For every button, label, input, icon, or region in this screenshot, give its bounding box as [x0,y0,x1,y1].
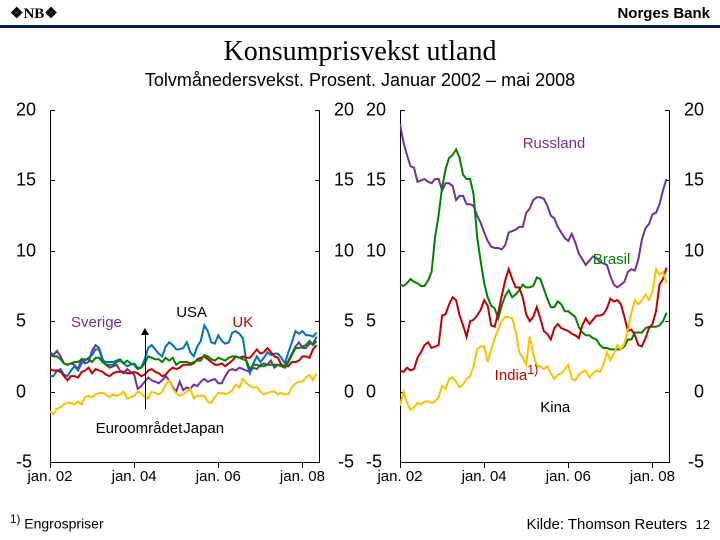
page-subtitle: Tolvmånedersvekst. Prosent. Januar 2002 … [0,70,720,91]
label-usa: USA [176,304,207,321]
footnote: 1) Engrospriser [10,513,104,532]
label-kina: Kina [540,399,570,416]
x-tick: jan. 06 [546,468,591,485]
label-india: India1) [495,363,539,384]
y-tick: 5 [16,311,26,332]
y-tick: 15 [366,170,386,191]
x-tick: jan. 02 [27,468,72,485]
y-tick: 5 [694,311,704,332]
series-japan [50,373,317,414]
y-tick: 15 [16,170,36,191]
y-tick: 10 [366,240,386,261]
y-tick: 15 [334,170,354,191]
y-tick: -5 [688,452,704,473]
y-tick: 10 [334,240,354,261]
logo: ❖NB❖ [10,4,58,23]
x-tick: jan. 08 [280,468,325,485]
label-japan: Japan [183,420,224,437]
x-tick: jan. 06 [196,468,241,485]
footnote-text: Engrospriser [20,516,103,532]
page-number: 12 [696,517,710,532]
y-tick: 15 [684,170,704,191]
y-tick: 0 [366,381,376,402]
label-sverige: Sverige [71,314,122,331]
y-tick: 0 [344,381,354,402]
series-brasil [400,149,667,349]
footnote-marker: 1) [10,513,20,526]
x-tick: jan. 04 [112,468,157,485]
x-tick: jan. 02 [377,468,422,485]
x-tick: jan. 08 [630,468,675,485]
source-label: Kilde: Thomson Reuters [526,516,687,533]
y-tick: 10 [16,240,36,261]
y-tick: 0 [694,381,704,402]
chart-svg [400,110,670,462]
y-tick: -5 [338,452,354,473]
y-tick: 20 [334,100,354,121]
label-sup: 1) [527,363,538,377]
y-tick: 20 [366,100,386,121]
chart-right: 2020151510105500-5-5jan. 02jan. 04jan. 0… [360,110,710,490]
label-euro: Euroområdet [96,420,183,437]
label-russland: Russland [523,135,586,152]
x-tick: jan. 04 [462,468,507,485]
chart-left: 2020151510105500-5-5jan. 02jan. 04jan. 0… [10,110,360,490]
y-tick: 20 [16,100,36,121]
arrow-head [141,328,149,335]
page-title: Konsumprisvekst utland [0,36,720,68]
bank-name: Norges Bank [617,5,710,22]
y-tick: 0 [16,381,26,402]
label-brasil: Brasil [593,251,631,268]
label-uk: UK [232,314,253,331]
y-tick: 10 [684,240,704,261]
y-tick: 5 [366,311,376,332]
y-tick: 5 [344,311,354,332]
y-tick: 20 [684,100,704,121]
chart-svg [50,110,320,462]
arrow-line [145,335,146,409]
